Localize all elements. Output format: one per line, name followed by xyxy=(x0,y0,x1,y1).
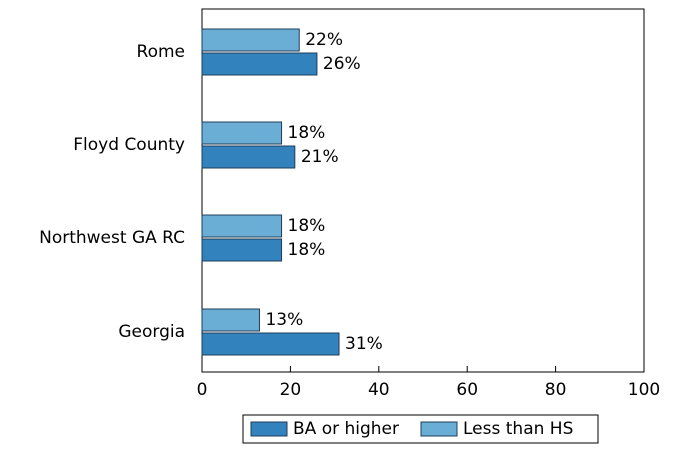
legend-swatch-ba-or-higher xyxy=(250,421,288,437)
data-label-northwest-ga-rc-less-than-hs: 18% xyxy=(288,216,326,236)
bar-floyd-county-less-than-hs xyxy=(201,121,283,145)
x-tick-label-5: 100 xyxy=(628,380,660,400)
legend-label-ba-or-higher: BA or higher xyxy=(293,419,399,439)
legend-label-less-than-hs: Less than HS xyxy=(463,419,573,439)
bar-rome-less-than-hs xyxy=(201,28,300,52)
data-label-rome-ba-or-higher: 26% xyxy=(323,54,361,74)
data-label-georgia-less-than-hs: 13% xyxy=(265,310,303,330)
x-tick-label-3: 60 xyxy=(456,380,478,400)
x-tick-label-0: 0 xyxy=(197,380,208,400)
bars-layer xyxy=(201,28,340,356)
bar-georgia-less-than-hs xyxy=(201,308,260,332)
category-labels: Rome Floyd County Northwest GA RC Georgia xyxy=(39,42,185,342)
data-label-floyd-county-less-than-hs: 18% xyxy=(288,123,326,143)
category-label-georgia: Georgia xyxy=(118,322,185,342)
bar-floyd-county-ba-or-higher xyxy=(201,145,296,169)
bar-northwest-ga-rc-less-than-hs xyxy=(201,214,283,238)
data-label-georgia-ba-or-higher: 31% xyxy=(345,334,383,354)
data-label-northwest-ga-rc-ba-or-higher: 18% xyxy=(288,240,326,260)
bar-northwest-ga-rc-ba-or-higher xyxy=(201,238,283,262)
bar-rome-ba-or-higher xyxy=(201,52,318,76)
x-tick-label-2: 40 xyxy=(368,380,390,400)
x-tick-label-1: 20 xyxy=(280,380,302,400)
data-label-rome-less-than-hs: 22% xyxy=(305,30,343,50)
legend-swatch-less-than-hs xyxy=(420,421,458,437)
category-label-northwest-ga-rc: Northwest GA RC xyxy=(39,228,185,248)
data-labels: 22% 26% 18% 21% 18% 18% 13% 31% xyxy=(265,30,382,354)
x-tick-label-4: 80 xyxy=(545,380,567,400)
legend: BA or higher Less than HS xyxy=(242,414,599,444)
category-label-floyd-county: Floyd County xyxy=(73,135,185,155)
bar-georgia-ba-or-higher xyxy=(201,332,340,356)
x-axis: 0 20 40 60 80 100 xyxy=(197,366,660,400)
category-label-rome: Rome xyxy=(137,42,185,62)
plot-frame xyxy=(201,8,645,373)
data-label-floyd-county-ba-or-higher: 21% xyxy=(301,147,339,167)
